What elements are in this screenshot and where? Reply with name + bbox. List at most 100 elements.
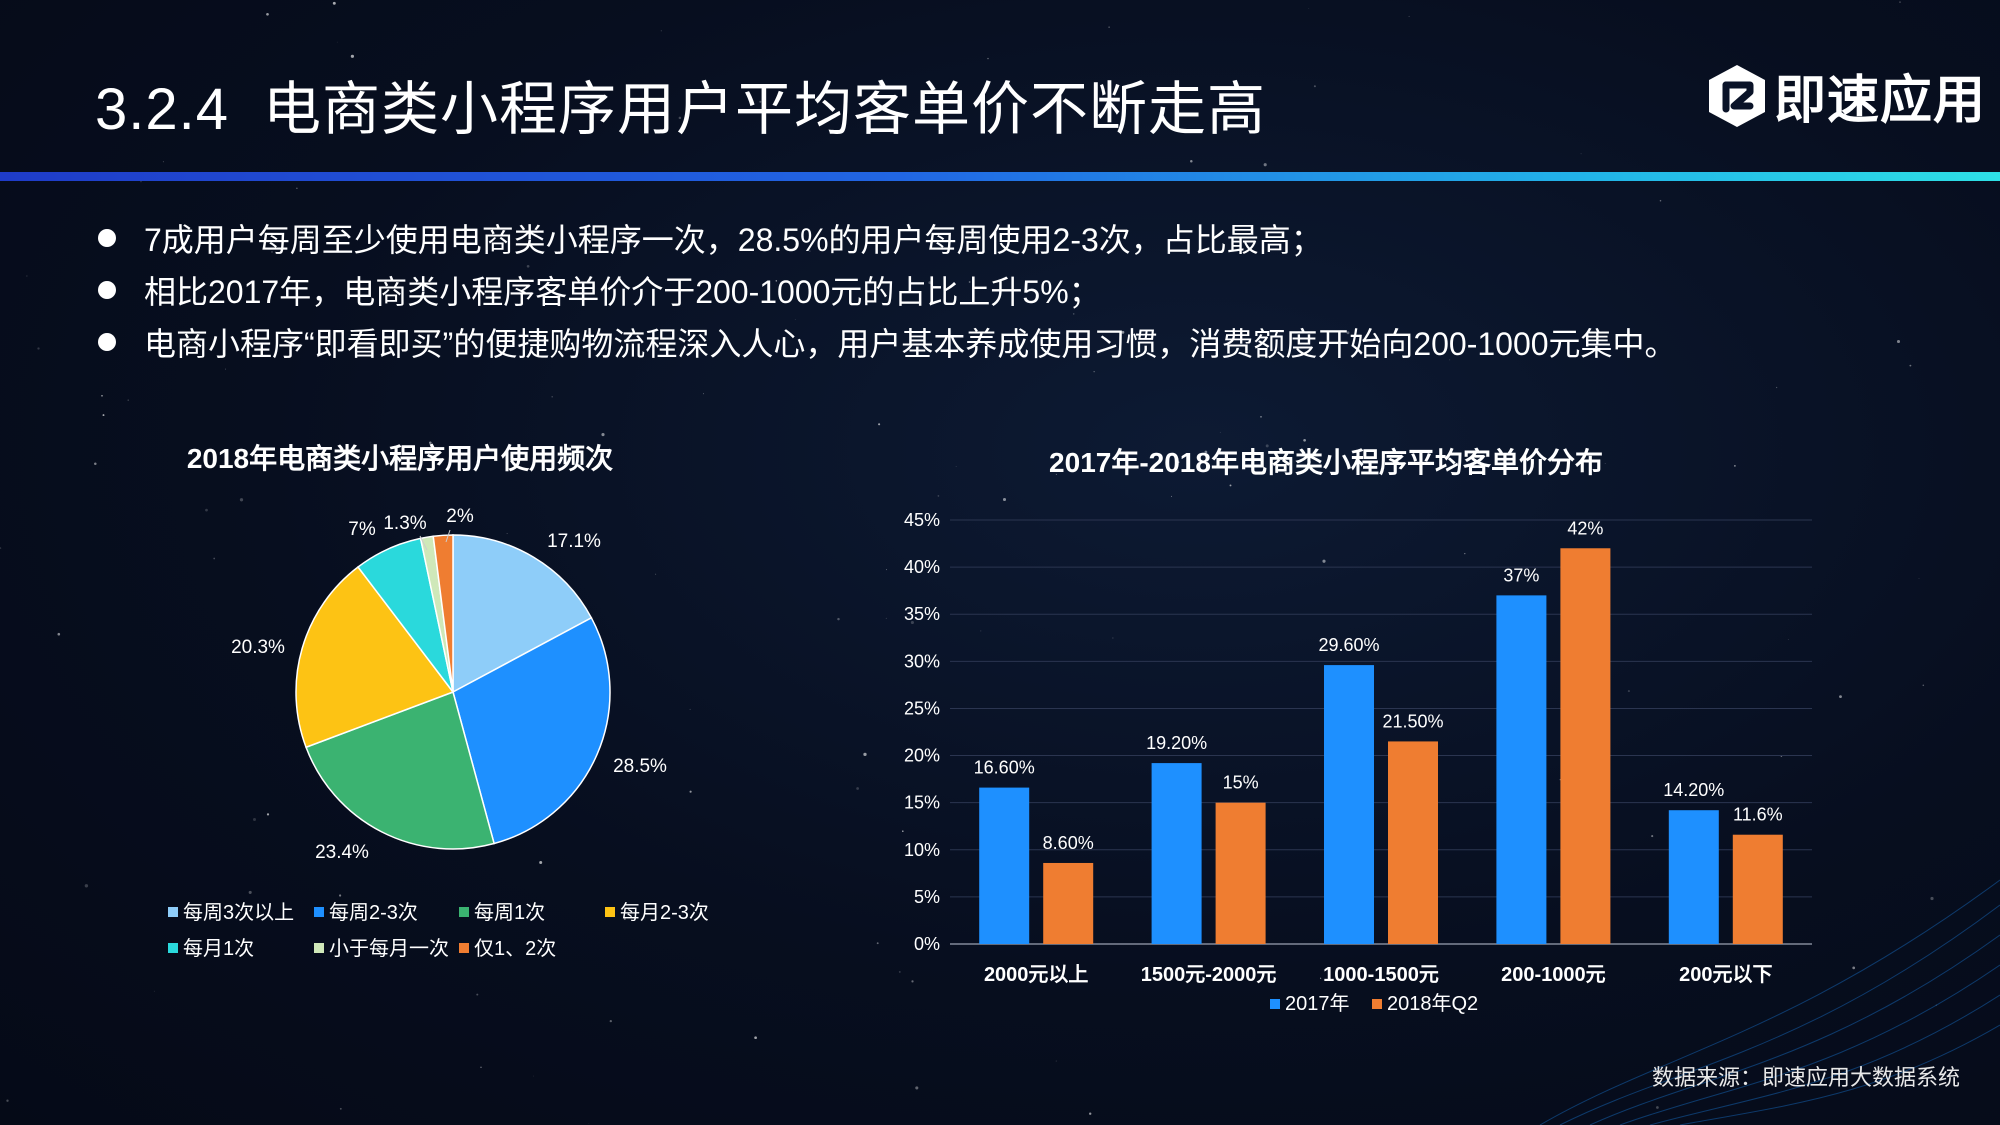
legend-label: 小于每月一次	[329, 937, 449, 960]
pie-slice	[295, 565, 455, 749]
legend-label: 每周2-3次	[329, 901, 418, 924]
pie-data-label: 23.4%	[315, 842, 369, 863]
header-divider	[0, 172, 2000, 181]
y-tick-label: 25%	[904, 698, 940, 718]
x-tick-label: 2000元以上	[984, 963, 1089, 986]
star	[6, 1099, 9, 1102]
star	[1313, 85, 1316, 88]
y-tick-label: 35%	[904, 604, 940, 624]
star	[911, 980, 914, 983]
star	[856, 787, 859, 790]
star	[601, 433, 605, 437]
bar-data-label: 15%	[1223, 773, 1259, 793]
y-tick-label: 10%	[904, 840, 940, 860]
star	[878, 423, 881, 426]
star	[1190, 160, 1193, 163]
star	[332, 1, 336, 5]
legend-swatch	[314, 943, 324, 953]
logo-text: 即速应用	[1774, 72, 1987, 130]
leader-line	[445, 529, 451, 543]
star	[127, 399, 129, 401]
bar	[1668, 810, 1719, 944]
star	[271, 250, 273, 253]
star	[1303, 438, 1306, 442]
star	[551, 395, 553, 398]
star	[1121, 330, 1125, 334]
star	[928, 281, 932, 285]
bar-data-label: 11.6%	[1733, 805, 1783, 825]
pie-data-label: 17.1%	[547, 531, 601, 552]
bar	[1496, 595, 1547, 944]
star	[1651, 835, 1654, 838]
star	[898, 970, 901, 973]
star	[1089, 1112, 1092, 1115]
bullet-dot-icon	[98, 229, 116, 247]
star	[910, 620, 914, 625]
star	[26, 275, 28, 277]
star	[1260, 416, 1262, 418]
star	[429, 441, 432, 445]
star	[1627, 690, 1630, 693]
star	[1852, 966, 1856, 970]
y-tick-label: 45%	[904, 510, 940, 530]
bar	[1215, 802, 1266, 944]
star	[1787, 639, 1789, 640]
brand-logo: 即速应用	[1706, 58, 1986, 133]
pie-slice	[452, 534, 593, 694]
pie-data-label: 2%	[446, 506, 474, 527]
star	[1346, 331, 1350, 335]
star	[878, 83, 883, 87]
pie-slice	[305, 691, 496, 850]
star	[1308, 8, 1310, 10]
star	[987, 57, 989, 60]
star	[102, 414, 105, 417]
bullet-item: 相比2017年，电商类小程序客单价介于200-1000元的占比上升5%；	[98, 264, 1677, 316]
pie-data-label: 28.5%	[613, 756, 667, 777]
star	[1171, 742, 1174, 745]
bar-title: 2017年-2018年电商类小程序平均客单价分布	[1049, 446, 1603, 478]
star	[1679, 1072, 1682, 1074]
star	[775, 280, 778, 282]
star	[0, 547, 2, 550]
star	[885, 569, 887, 571]
star	[689, 790, 692, 793]
pie-slice	[452, 616, 611, 845]
pie-data-label: 7%	[348, 519, 376, 540]
star	[1839, 695, 1842, 699]
star	[955, 466, 957, 467]
star	[1433, 718, 1435, 720]
legend-swatch	[1372, 999, 1382, 1009]
bar	[1324, 665, 1374, 944]
star	[1263, 163, 1267, 167]
x-tick-label: 200元以下	[1679, 963, 1772, 986]
pie-slice	[432, 534, 454, 693]
x-tick-label: 200-1000元	[1501, 964, 1606, 986]
legend-swatch	[459, 907, 469, 917]
star	[1896, 339, 1901, 344]
star	[1734, 465, 1736, 467]
data-source: 数据来源：即速应用大数据系统	[1651, 1065, 1960, 1090]
bullet-item: 电商小程序“即看即买”的便捷购物流程深入人心，用户基本养成使用习惯，消费额度开始…	[98, 316, 1677, 368]
star	[526, 264, 530, 268]
page-title: 3.2.4 电商类小程序用户平均客单价不断走高	[95, 62, 1266, 146]
star	[1935, 1004, 1937, 1006]
legend-swatch	[1270, 999, 1280, 1009]
legend-label: 仅1、2次	[474, 937, 556, 960]
star	[623, 918, 626, 920]
y-tick-label: 40%	[904, 557, 940, 577]
star	[224, 368, 226, 370]
star	[1219, 431, 1221, 433]
star	[1909, 364, 1912, 367]
y-tick-label: 15%	[904, 793, 940, 813]
star	[1775, 386, 1778, 389]
x-tick-label: 1500元-2000元	[1141, 964, 1277, 986]
bar	[979, 787, 1030, 944]
star	[1265, 444, 1269, 448]
bar	[1043, 862, 1094, 944]
bar	[1560, 548, 1611, 944]
star	[937, 495, 940, 497]
star	[655, 573, 657, 575]
bar-data-label: 21.50%	[1382, 711, 1443, 731]
bar-data-label: 14.20%	[1663, 780, 1724, 800]
star	[980, 630, 982, 632]
